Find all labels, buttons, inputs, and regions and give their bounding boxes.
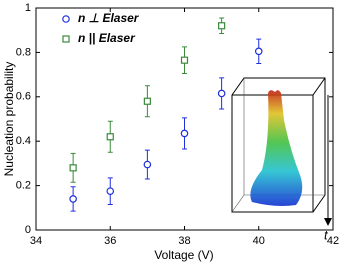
y-tick-label: 0.4: [16, 135, 31, 147]
legend-marker: [62, 35, 70, 43]
y-tick-label: 0.6: [16, 91, 31, 103]
x-tick-label: 38: [178, 235, 190, 247]
y-axis-label: Nucleation probability: [2, 62, 16, 177]
y-tick-label: 0.2: [16, 180, 31, 192]
y-tick-label: 0: [25, 224, 31, 236]
marker: [106, 133, 114, 141]
marker: [254, 47, 263, 56]
inset-blob: [250, 90, 303, 206]
legend-marker: [62, 15, 70, 23]
x-axis-label: Voltage (V): [154, 248, 213, 262]
marker: [180, 129, 189, 138]
marker: [218, 22, 226, 30]
inset-label: t: [324, 227, 329, 242]
marker: [143, 97, 151, 105]
y-tick-label: 0.8: [16, 46, 31, 58]
legend-label: n || Elaser: [78, 31, 136, 45]
inset-box-edge: [232, 77, 326, 212]
marker: [106, 187, 115, 195]
x-tick-label: 34: [30, 235, 42, 247]
x-tick-label: 40: [253, 235, 265, 247]
marker: [180, 56, 189, 64]
marker: [69, 164, 77, 172]
marker: [217, 89, 226, 98]
time-arrowhead: [324, 218, 332, 226]
marker: [143, 160, 152, 169]
y-tick-label: 1: [25, 2, 31, 14]
inset: t: [231, 77, 332, 242]
marker: [69, 195, 77, 203]
x-tick-label: 36: [104, 235, 116, 247]
legend-label: n ⊥ Elaser: [78, 11, 140, 25]
x-tick-label: 42: [327, 235, 339, 247]
